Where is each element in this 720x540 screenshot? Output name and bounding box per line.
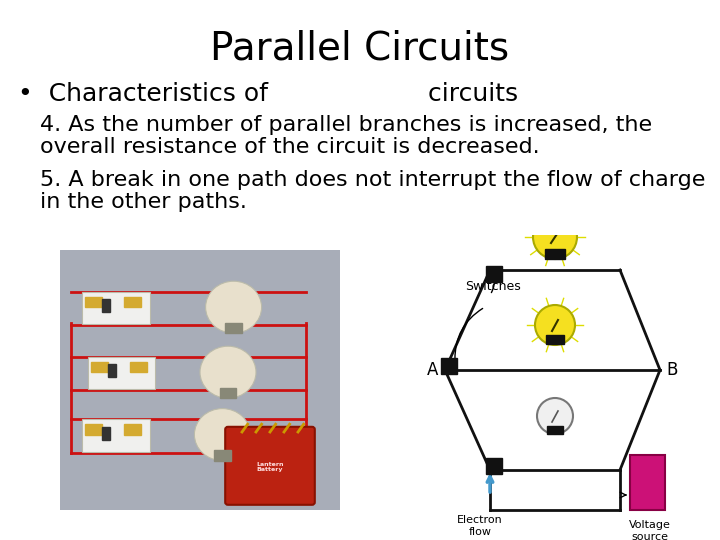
Bar (545, 249, 565, 259)
Bar (630, 455, 665, 510)
Circle shape (533, 215, 577, 259)
Bar (220, 388, 236, 398)
Circle shape (535, 305, 575, 345)
Bar (130, 362, 147, 372)
Bar (102, 299, 110, 313)
Bar (125, 297, 141, 307)
Text: in the other paths.: in the other paths. (40, 192, 247, 212)
Circle shape (200, 346, 256, 398)
FancyBboxPatch shape (225, 427, 315, 505)
Text: A: A (427, 361, 438, 379)
Bar (225, 323, 242, 333)
Text: Switches: Switches (465, 280, 521, 294)
Text: Electron
flow: Electron flow (457, 515, 503, 537)
Text: overall resistance of the circuit is decreased.: overall resistance of the circuit is dec… (40, 137, 539, 157)
Text: B: B (666, 361, 678, 379)
Bar (441, 358, 457, 374)
Text: Lantern
Battery: Lantern Battery (256, 462, 284, 472)
Bar (486, 266, 502, 282)
FancyBboxPatch shape (82, 419, 150, 451)
Bar (85, 424, 102, 435)
Bar (486, 458, 502, 474)
Bar (547, 426, 563, 434)
Circle shape (537, 398, 573, 434)
Bar (214, 450, 231, 461)
FancyBboxPatch shape (82, 292, 150, 324)
Bar (125, 424, 141, 435)
Text: 4. As the number of parallel branches is increased, the: 4. As the number of parallel branches is… (40, 115, 652, 135)
Bar (107, 364, 116, 377)
Text: •  Characteristics of                    circuits: • Characteristics of circuits (18, 82, 518, 106)
Text: 5. A break in one path does not interrupt the flow of charge: 5. A break in one path does not interrup… (40, 170, 706, 190)
Circle shape (206, 281, 261, 333)
Circle shape (194, 409, 251, 461)
Bar (91, 362, 107, 372)
Text: Voltage
source: Voltage source (629, 520, 671, 540)
Bar (85, 297, 102, 307)
Bar (546, 335, 564, 344)
FancyBboxPatch shape (88, 356, 156, 389)
Text: Parallel Circuits: Parallel Circuits (210, 30, 510, 68)
Bar (102, 427, 110, 440)
